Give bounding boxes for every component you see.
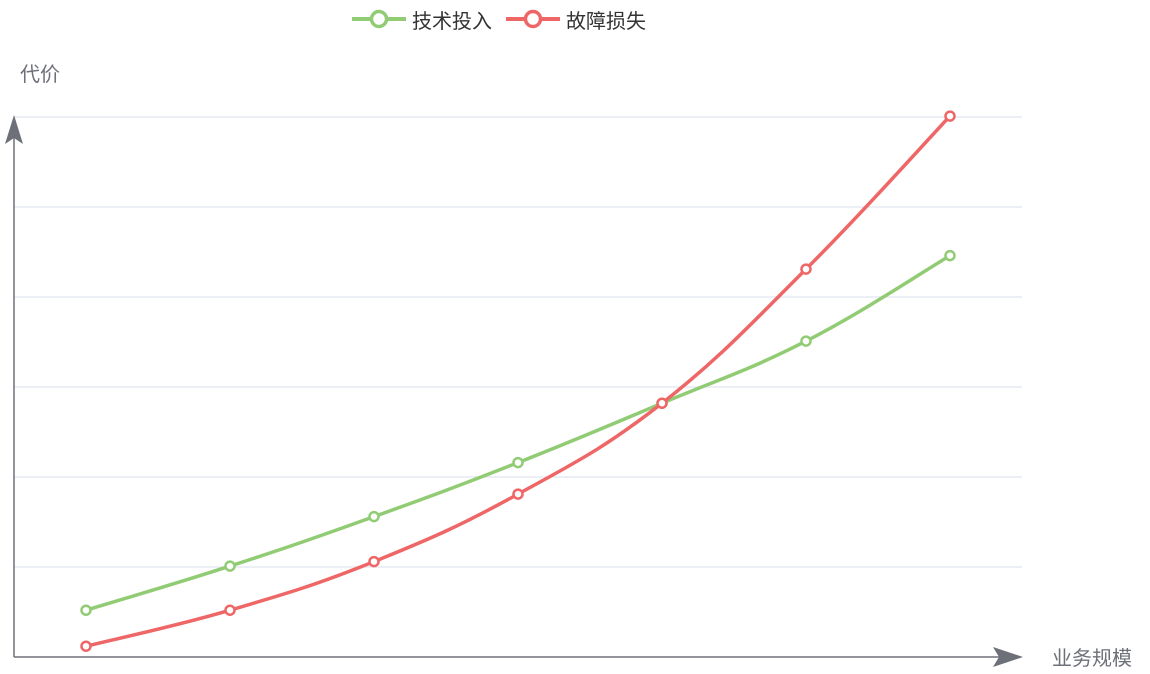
- data-point: [512, 456, 524, 469]
- legend: 技术投入 故障损失: [352, 0, 646, 38]
- x-axis-arrow-icon: [993, 647, 1023, 667]
- data-point: [80, 640, 92, 652]
- series-line: [84, 253, 952, 612]
- y-axis-label: 代价: [20, 62, 60, 86]
- series-0: [80, 249, 956, 616]
- grid-lines: [14, 116, 1022, 568]
- legend-label-technical-investment: 技术投入: [412, 8, 492, 33]
- data-point: [224, 560, 236, 572]
- series-1: [80, 110, 956, 652]
- data-point: [80, 604, 92, 616]
- x-axis-label: 业务规模: [1052, 646, 1132, 670]
- legend-label-failure-loss: 故障损失: [566, 8, 646, 33]
- data-point: [224, 604, 236, 616]
- data-point: [944, 249, 956, 262]
- legend-swatch-red-icon: [506, 9, 560, 29]
- legend-swatch-green-icon: [352, 9, 406, 29]
- data-point: [800, 335, 812, 347]
- data-point: [368, 510, 380, 523]
- data-point: [800, 263, 812, 275]
- data-point: [944, 110, 956, 122]
- series-lines: [80, 110, 956, 652]
- data-point: [656, 397, 668, 409]
- legend-item-failure-loss[interactable]: 故障损失: [506, 5, 646, 34]
- axes: [5, 115, 1023, 667]
- data-point: [512, 488, 524, 500]
- y-axis-arrow-icon: [5, 115, 23, 144]
- legend-item-technical-investment[interactable]: 技术投入: [352, 5, 492, 34]
- data-point: [368, 555, 380, 568]
